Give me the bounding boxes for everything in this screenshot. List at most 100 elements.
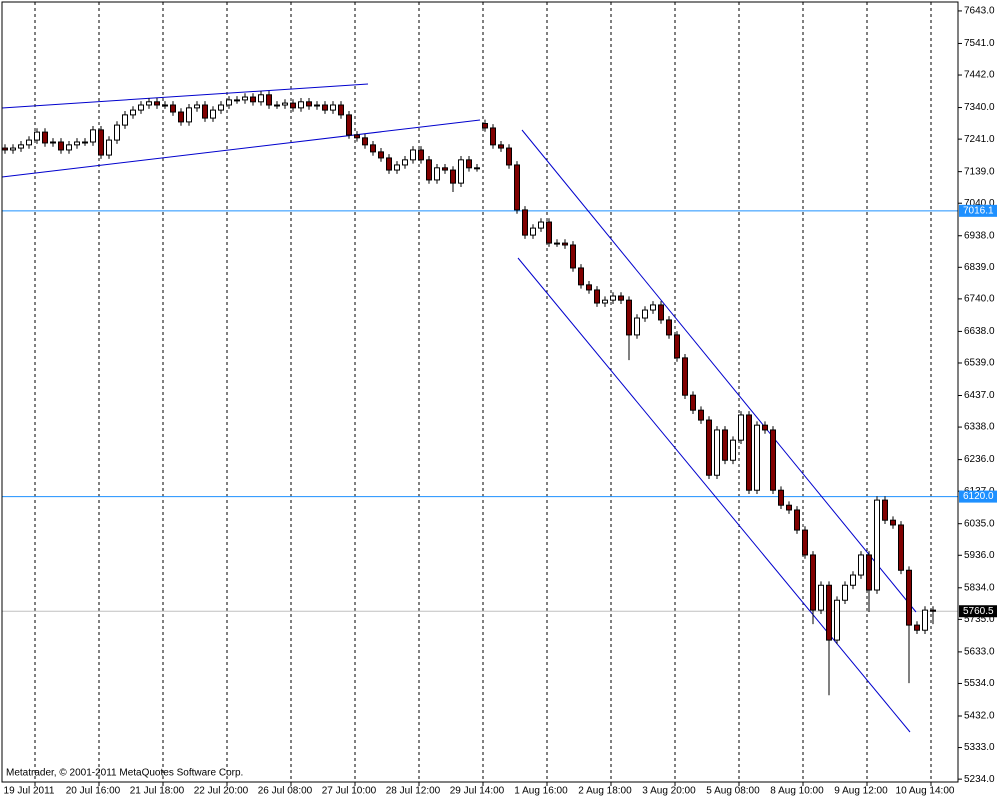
y-tick-label: 6740.0	[964, 294, 995, 305]
candle-body	[210, 109, 216, 119]
candle-body	[530, 227, 536, 236]
candle-body	[242, 96, 248, 101]
candle-body	[138, 104, 144, 111]
candle-body	[114, 124, 120, 141]
horizontal-line-box	[959, 204, 997, 217]
candle-body	[610, 295, 616, 301]
candle-body	[778, 489, 784, 506]
y-tick-label: 5834.0	[964, 582, 995, 593]
x-tick-label: 20 Jul 16:00	[66, 786, 121, 797]
y-tick-label: 5936.0	[964, 550, 995, 561]
candle-body	[122, 114, 128, 126]
candle-body	[522, 209, 528, 236]
candle-body	[602, 299, 608, 304]
candle-body	[322, 104, 328, 111]
candle-body	[770, 429, 776, 491]
candle-body	[66, 144, 72, 151]
candle-body	[906, 569, 912, 626]
candle-body	[570, 244, 576, 269]
candle-body	[546, 221, 552, 244]
candle-body	[714, 429, 720, 476]
candle-body	[562, 242, 568, 246]
candle-body	[682, 357, 688, 396]
candle-body	[266, 94, 272, 106]
x-tick-label: 10 Aug 14:00	[896, 786, 955, 797]
candle-body	[498, 144, 504, 149]
candle-body	[194, 104, 200, 109]
y-tick-label: 6338.0	[964, 422, 995, 433]
candle-body	[506, 147, 512, 166]
candle-body	[42, 131, 48, 144]
candle-body	[106, 139, 112, 156]
candle-body	[314, 104, 320, 107]
candle-body	[810, 554, 816, 611]
candle-body	[82, 141, 88, 144]
candle-body	[626, 299, 632, 336]
candle-body	[538, 221, 544, 229]
candle-body	[554, 242, 560, 245]
y-tick-label: 5333.0	[964, 742, 995, 753]
candle-body	[594, 289, 600, 304]
x-tick-label: 8 Aug 10:00	[770, 786, 824, 797]
candle-body	[866, 554, 872, 591]
candle-body	[298, 101, 304, 109]
candle-body	[170, 104, 176, 113]
candle-body	[490, 127, 496, 146]
x-tick-label: 21 Jul 18:00	[130, 786, 185, 797]
candle-body	[794, 509, 800, 531]
x-tick-label: 28 Jul 12:00	[386, 786, 441, 797]
trend-line	[517, 257, 911, 733]
horizontal-line-label: 6120.0	[963, 491, 994, 502]
candle-body	[386, 157, 392, 171]
y-tick-label: 7340.0	[964, 102, 995, 113]
candle-body	[466, 159, 472, 169]
trend-line	[521, 129, 917, 613]
candle-body	[666, 319, 672, 336]
candle-body	[706, 419, 712, 476]
candle-body	[146, 101, 152, 106]
x-tick-label: 19 Jul 2011	[4, 786, 55, 797]
candle-body	[650, 304, 656, 311]
candle-body	[74, 141, 80, 146]
y-tick-label: 7643.0	[964, 6, 995, 17]
x-tick-label: 27 Jul 10:00	[322, 786, 377, 797]
candle-body	[130, 109, 136, 116]
candle-body	[258, 94, 264, 103]
candle-body	[162, 104, 168, 107]
last-price-line-box	[959, 605, 997, 618]
candle-body	[154, 101, 160, 106]
candle-body	[922, 609, 928, 631]
candle-body	[2, 147, 8, 151]
x-tick-label: 9 Aug 12:00	[834, 786, 888, 797]
candle-body	[26, 139, 32, 146]
candle-body	[90, 129, 96, 143]
candle-body	[762, 424, 768, 431]
candle-body	[282, 102, 288, 106]
candle-body	[914, 624, 920, 631]
y-tick-label: 5735.0	[964, 614, 995, 625]
y-tick-label: 7139.0	[964, 166, 995, 177]
x-tick-label: 3 Aug 20:00	[642, 786, 696, 797]
candle-body	[730, 439, 736, 461]
watermark: Metatrader, © 2001-2011 MetaQuotes Softw…	[6, 768, 243, 779]
y-tick-label: 6638.0	[964, 326, 995, 337]
candle-body	[474, 167, 480, 170]
candle-body	[34, 131, 40, 141]
candle-body	[362, 137, 368, 146]
y-tick-label: 6236.0	[964, 454, 995, 465]
candle-body	[98, 129, 104, 156]
trend-line	[1, 83, 369, 109]
candle-body	[442, 167, 448, 171]
candle-body	[186, 107, 192, 123]
candle-body	[402, 159, 408, 166]
y-tick-label: 6035.0	[964, 518, 995, 529]
y-tick-label: 7241.0	[964, 134, 995, 145]
candle-body	[450, 169, 456, 184]
x-tick-label: 22 Jul 20:00	[194, 786, 249, 797]
candle-body	[698, 409, 704, 421]
candle-body	[458, 159, 464, 184]
candle-body	[234, 99, 240, 102]
y-tick-label: 7442.0	[964, 70, 995, 81]
candles	[2, 90, 936, 696]
